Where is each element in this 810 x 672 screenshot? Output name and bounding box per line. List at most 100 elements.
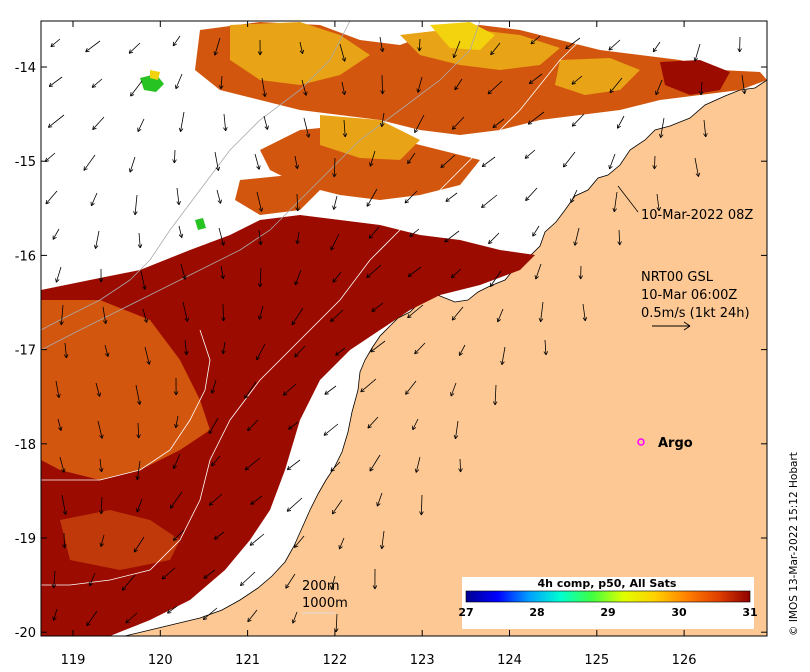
current-arrow	[180, 111, 185, 132]
current-arrow	[444, 230, 460, 243]
current-arrow	[182, 301, 188, 322]
current-arrowhead	[180, 128, 184, 132]
current-arrowhead	[565, 44, 568, 49]
y-axis: -14 -15 -16 -17 -18 -19 -20	[15, 61, 767, 641]
current-arrowhead	[525, 196, 527, 201]
current-arrow	[366, 188, 378, 207]
current-arrowhead	[694, 58, 699, 62]
current-arrowhead	[250, 500, 253, 505]
current-arrow	[258, 229, 262, 245]
current-arrow	[135, 384, 141, 405]
current-arrow	[250, 495, 263, 505]
current-arrowhead	[245, 468, 250, 471]
current-arrowhead	[481, 162, 485, 167]
current-arrowhead	[63, 354, 67, 359]
current-arrowhead	[308, 133, 311, 138]
current-arrowhead	[450, 392, 452, 397]
current-arrow	[223, 113, 227, 131]
current-arrow	[208, 493, 223, 506]
current-arrowhead	[59, 321, 62, 326]
current-arrowhead	[572, 124, 577, 127]
colorbar-background	[462, 577, 754, 629]
current-arrowhead	[609, 88, 612, 93]
current-arrow	[323, 423, 339, 436]
current-arrowhead	[66, 354, 69, 359]
current-arrowhead	[339, 546, 343, 550]
current-arrowhead	[341, 91, 345, 95]
current-arrow	[379, 36, 384, 52]
current-arrowhead	[608, 164, 610, 170]
current-arrowhead	[56, 394, 60, 398]
colorbar-tick-label: 31	[742, 606, 757, 619]
current-arrow	[137, 118, 145, 132]
current-arrow	[613, 191, 618, 212]
current-arrow	[451, 116, 465, 130]
current-arrowhead	[47, 123, 51, 128]
current-arrow	[455, 420, 459, 439]
current-arrowhead	[407, 161, 412, 165]
current-arrowhead	[122, 588, 127, 591]
current-arrow	[574, 227, 580, 246]
current-arrow	[214, 151, 219, 171]
current-arrow	[369, 150, 376, 167]
current-arrow	[202, 607, 218, 620]
current-arrow	[299, 41, 303, 54]
current-arrowhead	[144, 285, 147, 290]
current-arrow	[582, 303, 586, 321]
current-arrowhead	[58, 427, 62, 431]
current-arrow	[369, 454, 381, 472]
current-arrowhead	[128, 49, 131, 54]
current-arrowhead	[451, 276, 456, 279]
current-arrow	[414, 114, 425, 133]
current-arrow	[220, 265, 224, 279]
x-tick-label: 122	[322, 653, 347, 668]
current-arrow	[609, 77, 623, 93]
isobath-200-label: 200m	[302, 579, 339, 594]
y-tick-label: -15	[15, 155, 36, 170]
current-arrowhead	[294, 545, 299, 548]
current-arrowhead	[96, 393, 101, 397]
current-arrowhead	[286, 507, 289, 512]
current-arrowhead	[89, 583, 93, 587]
current-arrowhead	[497, 319, 502, 323]
current-arrow	[571, 75, 583, 85]
current-arrowhead	[360, 388, 363, 393]
current-arrowhead	[453, 434, 456, 439]
colorbar: 4h comp, p50, All Sats 27 28 29 30 31	[458, 577, 758, 629]
current-arrowhead	[571, 122, 574, 127]
current-arrow	[360, 378, 377, 393]
current-arrow	[296, 231, 300, 244]
current-arrow	[341, 81, 346, 95]
current-arrowhead	[178, 201, 181, 206]
current-arrowhead	[49, 85, 54, 87]
current-arrow	[287, 459, 301, 471]
current-arrowhead	[658, 133, 662, 138]
current-arrowhead	[247, 429, 252, 432]
y-tick-label: -14	[15, 61, 36, 76]
current-arrowhead	[744, 89, 747, 94]
current-arrowhead	[282, 391, 286, 396]
current-arrow	[214, 37, 221, 56]
current-arrowhead	[330, 469, 335, 472]
current-arrowhead	[407, 313, 410, 318]
y-tick-label: -16	[15, 249, 36, 264]
current-arrowhead	[741, 90, 745, 95]
current-arrowhead	[490, 50, 492, 55]
current-arrow	[259, 267, 262, 287]
current-arrowhead	[53, 584, 57, 589]
current-arrowhead	[528, 123, 533, 125]
current-arrowhead	[174, 159, 177, 164]
x-tick-label: 119	[61, 653, 86, 668]
current-arrowhead	[369, 236, 374, 239]
current-arrowhead	[297, 207, 300, 212]
current-arrowhead	[178, 127, 181, 132]
current-arrow	[211, 379, 217, 394]
current-arrowhead	[182, 276, 186, 280]
current-arrowhead	[133, 211, 136, 216]
sst-field	[41, 22, 767, 636]
current-arrowhead	[48, 126, 53, 128]
argo-float-marker[interactable]	[637, 438, 645, 446]
current-arrowhead	[99, 435, 103, 439]
current-arrowhead	[58, 393, 61, 398]
current-arrowhead	[146, 361, 150, 365]
